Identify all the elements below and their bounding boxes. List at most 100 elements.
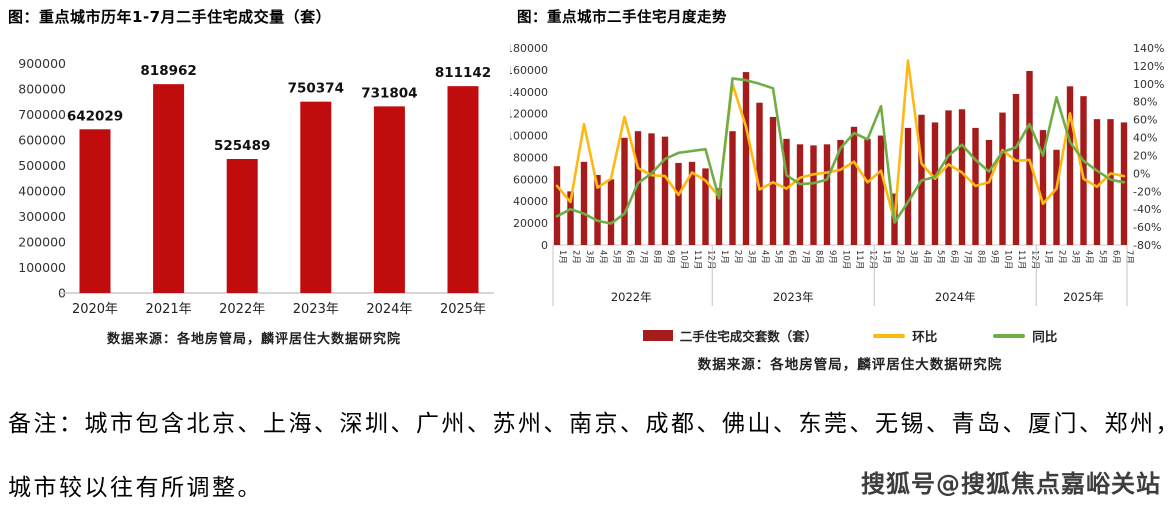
month-tick-label: 1月 — [881, 250, 891, 264]
bar — [769, 116, 777, 245]
month-tick-label: 6月 — [1111, 250, 1121, 264]
month-tick-label: 4月 — [598, 250, 608, 264]
left-axis-tick-label: 80000 — [513, 151, 548, 164]
month-tick-label: 8月 — [814, 250, 824, 264]
bar — [958, 109, 966, 246]
year-group-label: 2023年 — [773, 290, 814, 304]
bar — [300, 101, 332, 293]
bar-value-label: 818962 — [140, 63, 196, 79]
month-tick-label: 10月 — [1003, 250, 1013, 269]
bar — [648, 133, 655, 245]
legend-item-bars: 二手住宅成交套数（套） — [642, 326, 817, 345]
month-tick-label: 9月 — [827, 250, 837, 264]
left-chart-source: 数据来源：各地房管局，麟评居住大数据研究院 — [106, 332, 401, 347]
left-bar-chart: 图：重点城市历年1-7月二手住宅成交量（套） 0 100000 200000 3000… — [8, 6, 500, 366]
year-group-label: 2022年 — [611, 290, 652, 304]
bar-value-label: 525489 — [214, 138, 270, 154]
bar — [864, 138, 871, 245]
bar — [594, 174, 601, 245]
month-tick-label: 11月 — [854, 250, 864, 269]
month-tick-label: 6月 — [625, 250, 635, 264]
month-tick-label: 9月 — [665, 250, 675, 264]
bar — [756, 102, 763, 245]
y-tick-label: 400000 — [18, 184, 66, 199]
month-tick-label: 8月 — [652, 250, 662, 264]
year-group-label: 2025年 — [1063, 290, 1104, 304]
bar — [1080, 96, 1087, 246]
bar — [447, 86, 479, 294]
bar — [904, 127, 912, 245]
month-tick-label: 5月 — [1097, 250, 1107, 264]
bar — [621, 137, 628, 245]
y-tick-label: 200000 — [18, 235, 66, 250]
bar — [373, 106, 405, 293]
x-category-label: 2025年 — [440, 302, 486, 317]
month-tick-label: 2月 — [733, 250, 743, 264]
legend-label-huanbi: 环比 — [912, 329, 938, 344]
left-chart-plot: 0100000200000300000400000500000600000700… — [18, 56, 494, 317]
right-chart-title: 图：重点城市二手住宅月度走势 — [517, 10, 727, 26]
bar — [1107, 119, 1114, 245]
month-tick-label: 4月 — [1084, 250, 1094, 264]
bar — [931, 122, 939, 245]
bar — [661, 136, 669, 245]
right-axis-tick-label: 0% — [1133, 167, 1150, 180]
y-tick-label: 700000 — [18, 107, 66, 122]
bar — [634, 131, 642, 245]
bar-swatch-icon — [642, 330, 673, 341]
month-tick-label: 8月 — [976, 250, 986, 264]
bar — [823, 144, 831, 245]
line-swatch-yellow-icon — [873, 333, 906, 338]
bar — [850, 126, 858, 245]
left-axis-tick-label: 160000 — [510, 64, 548, 77]
bar — [580, 161, 588, 245]
left-axis-tick-label: 120000 — [510, 108, 548, 121]
bar — [715, 188, 723, 245]
bar — [999, 112, 1006, 245]
right-axis-tick-label: -60% — [1133, 221, 1161, 234]
bar-value-label: 731804 — [361, 85, 417, 101]
month-tick-label: 2月 — [571, 250, 581, 264]
left-axis-tick-label: 140000 — [510, 86, 548, 99]
left-axis-tick-label: 180000 — [510, 42, 548, 55]
bar — [1026, 70, 1033, 245]
month-tick-label: 6月 — [949, 250, 959, 264]
x-category-label: 2021年 — [146, 302, 192, 317]
month-tick-label: 3月 — [1070, 250, 1080, 264]
bar — [607, 179, 615, 245]
line-huanbi — [555, 59, 1126, 223]
left-axis-tick-label: 60000 — [513, 173, 548, 186]
right-axis-tick-label: -20% — [1133, 185, 1161, 198]
x-category-label: 2023年 — [293, 302, 339, 317]
legend-item-tongbi: 同比 — [993, 326, 1057, 345]
month-tick-label: 5月 — [935, 250, 945, 264]
bar — [1120, 122, 1128, 245]
month-tick-label: 10月 — [679, 250, 689, 269]
right-axis-tick-label: 20% — [1133, 149, 1157, 162]
watermark: 搜狐号@搜狐焦点嘉峪关站 — [861, 470, 1161, 498]
y-tick-label: 300000 — [18, 209, 66, 224]
month-tick-label: 11月 — [692, 250, 702, 269]
left-axis-tick-label: 100000 — [510, 130, 548, 143]
month-tick-label: 4月 — [760, 250, 770, 264]
y-tick-label: 600000 — [18, 133, 66, 148]
bar-value-label: 750374 — [288, 81, 344, 97]
right-axis-tick-label: 140% — [1133, 42, 1164, 55]
month-tick-label: 3月 — [584, 250, 594, 264]
bar-value-label: 642029 — [67, 108, 123, 124]
bar — [1012, 93, 1020, 245]
left-axis-tick-label: 40000 — [513, 195, 548, 208]
y-tick-label: 900000 — [18, 56, 66, 71]
left-axis-tick-label: 0 — [541, 239, 548, 252]
month-tick-label: 4月 — [922, 250, 932, 264]
legend-label-tongbi: 同比 — [1032, 329, 1058, 344]
bar — [675, 162, 682, 245]
bar — [1066, 86, 1074, 245]
x-category-label: 2020年 — [72, 302, 118, 317]
bar — [1053, 149, 1060, 245]
note-line-1: 备注：城市包含北京、上海、深圳、广州、苏州、南京、成都、佛山、东莞、无锡、青岛、… — [8, 411, 1171, 437]
y-tick-label: 500000 — [18, 158, 66, 173]
month-tick-label: 1月 — [1043, 250, 1053, 264]
line-tongbi — [555, 77, 1126, 225]
month-tick-label: 5月 — [611, 250, 621, 264]
